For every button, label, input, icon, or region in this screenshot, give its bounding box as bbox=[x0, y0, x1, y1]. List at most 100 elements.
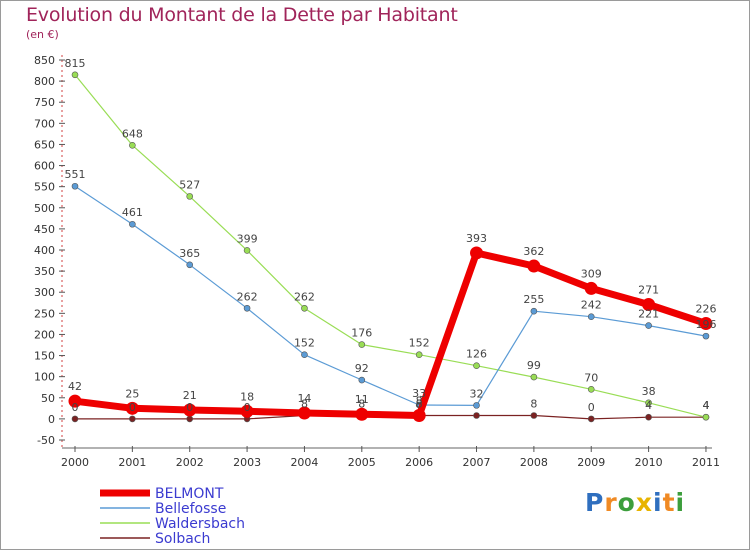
data-point-solbach bbox=[473, 412, 480, 419]
data-label-belmont: 11 bbox=[355, 393, 369, 406]
data-label-bellefosse: 92 bbox=[355, 362, 369, 375]
data-point-waldersbach bbox=[702, 413, 710, 421]
y-tick-label: 600 bbox=[34, 160, 55, 173]
data-point-belmont bbox=[527, 259, 541, 273]
data-label-waldersbach: 815 bbox=[65, 57, 86, 70]
data-point-bellefosse bbox=[473, 402, 480, 409]
data-label-solbach: 8 bbox=[530, 398, 537, 411]
data-label-solbach: 8 bbox=[358, 398, 365, 411]
data-point-solbach bbox=[71, 415, 79, 423]
y-tick-label: 0 bbox=[48, 413, 55, 426]
series-lines bbox=[68, 71, 713, 423]
data-point-belmont bbox=[183, 403, 197, 417]
y-tick-label: 250 bbox=[34, 307, 55, 320]
data-point-waldersbach bbox=[415, 351, 423, 359]
series-line-belmont bbox=[71, 249, 710, 419]
data-point-bellefosse bbox=[587, 313, 595, 321]
data-label-solbach: 4 bbox=[645, 399, 652, 412]
data-label-solbach: 0 bbox=[244, 401, 251, 414]
data-point-belmont bbox=[412, 409, 426, 423]
data-label-bellefosse: 152 bbox=[294, 337, 315, 350]
data-label-waldersbach: 38 bbox=[642, 385, 656, 398]
data-label-bellefosse: 551 bbox=[65, 168, 86, 181]
y-tick-label: 750 bbox=[34, 96, 55, 109]
y-tick-label: 550 bbox=[34, 181, 55, 194]
x-tick-label: 2001 bbox=[118, 456, 146, 469]
legend-label-waldersbach: Waldersbach bbox=[155, 516, 245, 532]
x-tick-label: 2006 bbox=[405, 456, 433, 469]
data-label-belmont: 18 bbox=[240, 390, 254, 403]
data-point-waldersbach bbox=[129, 141, 136, 149]
data-label-waldersbach: 399 bbox=[237, 232, 258, 245]
logo-letter: r bbox=[604, 488, 618, 517]
data-point-belmont bbox=[699, 316, 713, 330]
data-point-waldersbach bbox=[358, 341, 366, 348]
y-tick-label: -50 bbox=[37, 434, 55, 447]
y-tick-label: 200 bbox=[34, 328, 55, 341]
data-label-belmont: 362 bbox=[523, 245, 544, 258]
data-label-belmont: 25 bbox=[125, 387, 139, 400]
data-point-belmont bbox=[355, 407, 369, 421]
data-label-belmont: 309 bbox=[581, 267, 602, 280]
data-point-bellefosse bbox=[129, 220, 136, 228]
data-point-waldersbach bbox=[530, 373, 538, 381]
x-tick-label: 2008 bbox=[520, 456, 548, 469]
logo-letter: x bbox=[635, 488, 653, 517]
x-tick-label: 2002 bbox=[176, 456, 204, 469]
x-tick-label: 2011 bbox=[692, 456, 720, 469]
data-point-waldersbach bbox=[645, 399, 652, 407]
data-label-belmont: 8 bbox=[416, 395, 423, 408]
data-point-belmont bbox=[297, 406, 311, 420]
y-tick-label: 400 bbox=[34, 244, 55, 257]
x-tick-label: 2003 bbox=[233, 456, 261, 469]
data-point-bellefosse bbox=[186, 261, 194, 269]
y-tick-label: 500 bbox=[34, 202, 55, 215]
data-label-belmont: 393 bbox=[466, 232, 487, 245]
data-label-solbach: 0 bbox=[186, 401, 193, 414]
legend-label-bellefosse: Bellefosse bbox=[155, 501, 226, 517]
x-tick-label: 2007 bbox=[463, 456, 491, 469]
data-point-belmont bbox=[584, 281, 598, 295]
data-label-solbach: 4 bbox=[702, 399, 709, 412]
y-tick-label: 650 bbox=[34, 138, 55, 151]
y-tick-label: 700 bbox=[34, 117, 55, 130]
data-label-bellefosse: 461 bbox=[122, 206, 143, 219]
data-label-bellefosse: 262 bbox=[237, 290, 258, 303]
data-label-waldersbach: 648 bbox=[122, 127, 143, 140]
y-tick-label: 50 bbox=[41, 392, 55, 405]
data-point-belmont bbox=[125, 401, 139, 415]
data-point-bellefosse bbox=[301, 351, 308, 359]
legend-label-solbach: Solbach bbox=[155, 531, 210, 547]
data-label-waldersbach: 262 bbox=[294, 290, 315, 303]
data-label-belmont: 14 bbox=[297, 392, 311, 405]
chart-title: Evolution du Montant de la Dette par Hab… bbox=[26, 4, 458, 26]
data-label-waldersbach: 126 bbox=[466, 348, 487, 361]
logo-letter: i bbox=[675, 488, 686, 517]
logo-letter: t bbox=[662, 488, 676, 517]
data-point-waldersbach bbox=[186, 193, 194, 200]
data-point-waldersbach bbox=[587, 386, 595, 393]
data-point-belmont bbox=[68, 394, 82, 408]
y-tick-label: 350 bbox=[34, 265, 55, 278]
data-label-waldersbach: 176 bbox=[351, 327, 372, 340]
logo-letter: i bbox=[653, 488, 663, 517]
x-tick-label: 2010 bbox=[635, 456, 663, 469]
data-label-bellefosse: 196 bbox=[695, 318, 716, 331]
data-point-belmont bbox=[470, 246, 484, 260]
y-tick-label: 850 bbox=[34, 54, 55, 67]
data-label-waldersbach: 152 bbox=[409, 337, 430, 350]
data-labels: 0 0 0 0 8 8 8 8 0 4 4 551 461 365 262 152 92 33 32 255 242 22… bbox=[65, 57, 717, 414]
y-tick-label: 450 bbox=[34, 223, 55, 236]
data-point-waldersbach bbox=[301, 304, 308, 312]
data-label-solbach: 0 bbox=[72, 401, 79, 414]
data-label-waldersbach: 4 bbox=[702, 399, 709, 412]
x-tick-label: 2004 bbox=[290, 456, 318, 469]
data-label-belmont: 21 bbox=[183, 389, 197, 402]
data-point-belmont bbox=[642, 297, 656, 311]
data-label-bellefosse: 221 bbox=[638, 308, 659, 321]
data-label-waldersbach: 527 bbox=[179, 178, 200, 191]
legend-label-belmont: BELMONT bbox=[155, 486, 224, 502]
data-point-waldersbach bbox=[71, 71, 79, 79]
data-point-belmont bbox=[240, 404, 254, 418]
